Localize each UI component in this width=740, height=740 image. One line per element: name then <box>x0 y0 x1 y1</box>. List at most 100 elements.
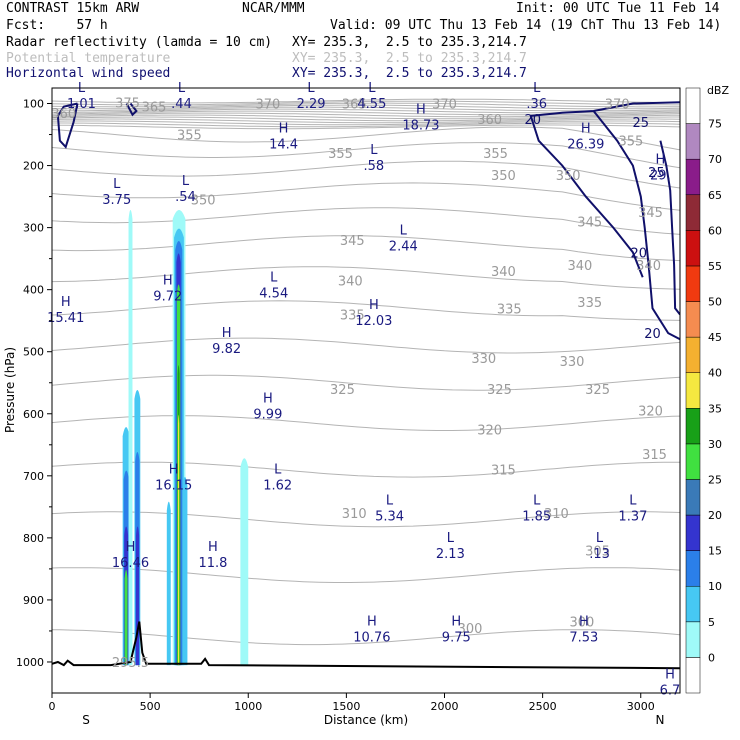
extremum-kind: H <box>451 615 461 630</box>
extremum-kind: H <box>279 121 289 136</box>
colorbar-swatch <box>685 408 701 445</box>
theta-label: 350 <box>191 194 216 209</box>
extremum-value: 16.46 <box>112 556 149 571</box>
colorbar-swatch <box>685 336 701 373</box>
terrain-layer <box>52 621 680 670</box>
terrain-line <box>52 621 680 670</box>
extremum-value: 7.53 <box>569 631 598 646</box>
colorbar-swatch <box>685 550 701 587</box>
colorbar-swatch <box>685 514 701 551</box>
y-tick-label: 700 <box>23 470 44 483</box>
theta-contour-line <box>52 415 680 431</box>
theta-label: 365 <box>342 98 367 113</box>
reflectivity-cell <box>182 476 188 666</box>
theta-label: 320 <box>638 405 663 420</box>
field-reflectivity-name: Radar reflectivity (lamda = 10 cm) <box>6 35 273 50</box>
extremum-value: 5.34 <box>375 510 404 525</box>
theta-label: 370 <box>432 98 457 113</box>
theta-contour-line <box>52 112 680 118</box>
extremum-kind: L <box>447 531 455 546</box>
colorbar-tick-label: 30 <box>708 438 722 451</box>
wind-label: 20 <box>525 113 542 128</box>
theta-label: 310 <box>544 507 569 522</box>
reflectivity-layer <box>122 210 249 666</box>
colorbar-tick-label: 40 <box>708 367 722 380</box>
extremum-kind: H <box>581 121 591 136</box>
colorbar-tick-label: 10 <box>708 580 722 593</box>
theta-contour-line <box>52 300 680 321</box>
theta-label: 330 <box>471 352 496 367</box>
y-tick-label: 300 <box>23 222 44 235</box>
reflectivity-cell <box>128 210 133 666</box>
theta-contour-line <box>52 110 680 116</box>
theta-label: 325 <box>585 383 610 398</box>
extremum-kind: H <box>208 540 218 555</box>
theta-contour-line <box>52 120 680 126</box>
colorbar-tick-label: 55 <box>708 260 722 273</box>
label-layer: 365 370 365 370 370 375 360 360 355 355 355 355 350 3… <box>47 81 680 698</box>
extremum-kind: L <box>400 224 408 239</box>
extremum-value: 9.99 <box>253 407 282 422</box>
axes-layer: 100 200 300 400 500 600 700 800 900 1000 0 500 1000 1… <box>16 98 655 713</box>
extremum-kind: L <box>629 494 637 509</box>
colorbar-swatch <box>685 87 701 124</box>
theta-contour-line <box>52 100 680 106</box>
theta-contour-line <box>52 235 680 262</box>
theta-contour-line <box>52 374 680 391</box>
x-tick-label: 1500 <box>332 700 360 713</box>
extremum-kind: H <box>416 103 426 118</box>
extremum-value: 11.8 <box>198 556 227 571</box>
theta-contour-line <box>52 104 680 110</box>
extremum-value: 18.73 <box>402 119 439 134</box>
extremum-kind: L <box>533 494 541 509</box>
theta-contour-line <box>52 114 680 120</box>
colorbar-unit: dBZ <box>707 84 730 97</box>
colorbar-tick-label: 70 <box>708 153 722 166</box>
theta-label: 345 <box>340 234 365 249</box>
y-tick-label: 200 <box>23 160 44 173</box>
extremum-value: 9.75 <box>442 631 471 646</box>
extremum-kind: L <box>386 494 394 509</box>
extremum-kind: L <box>274 463 282 478</box>
extremum-kind: H <box>367 615 377 630</box>
wind-contour-line <box>592 110 680 341</box>
field-theta-xy: XY= 235.3, 2.5 to 235.3,214.7 <box>292 51 527 66</box>
theta-contour-line <box>52 266 680 290</box>
x-tick-label: 3000 <box>627 700 655 713</box>
extremum-value: 15.41 <box>47 311 84 326</box>
colorbar-swatch <box>685 158 701 196</box>
extremum-value: 1.85 <box>522 510 551 525</box>
extremum-kind: H <box>222 326 232 341</box>
theta-label: 340 <box>491 265 516 280</box>
extremum-value: 29. <box>650 168 671 183</box>
theta-label: 300 <box>458 622 483 637</box>
colorbar-swatch <box>685 621 701 658</box>
extremum-value: 6.7 <box>660 683 681 698</box>
institution: NCAR/MMM <box>242 1 305 16</box>
reflectivity-cell <box>124 569 128 666</box>
colorbar-tick-label: 50 <box>708 296 722 309</box>
y-tick-label: 500 <box>23 346 44 359</box>
colorbar-swatch <box>685 443 701 480</box>
extremum-value: .58 <box>364 159 385 174</box>
y-tick-label: 1000 <box>16 656 44 669</box>
y-tick-label: 900 <box>23 594 44 607</box>
theta-contour-line <box>52 116 680 122</box>
extremum-value: .36 <box>526 97 547 112</box>
extremum-kind: L <box>370 143 378 158</box>
theta-label: 315 <box>491 464 516 479</box>
theta-contour-line <box>52 567 680 583</box>
theta-label: 340 <box>636 259 661 274</box>
theta-label: 315 <box>642 448 667 463</box>
y-tick-label: 400 <box>23 284 44 297</box>
extremum-kind: H <box>263 391 273 406</box>
x-axis-label: Distance (km) <box>324 713 408 727</box>
wind-contour-line <box>125 102 138 117</box>
field-reflectivity-xy: XY= 235.3, 2.5 to 235.3,214.7 <box>292 35 527 50</box>
theta-contour-line <box>52 461 680 478</box>
reflectivity-cell <box>166 501 171 666</box>
colorbar-tick-label: 20 <box>708 509 722 522</box>
colorbar-swatch <box>685 585 701 623</box>
extremum-value: 4.54 <box>259 286 288 301</box>
